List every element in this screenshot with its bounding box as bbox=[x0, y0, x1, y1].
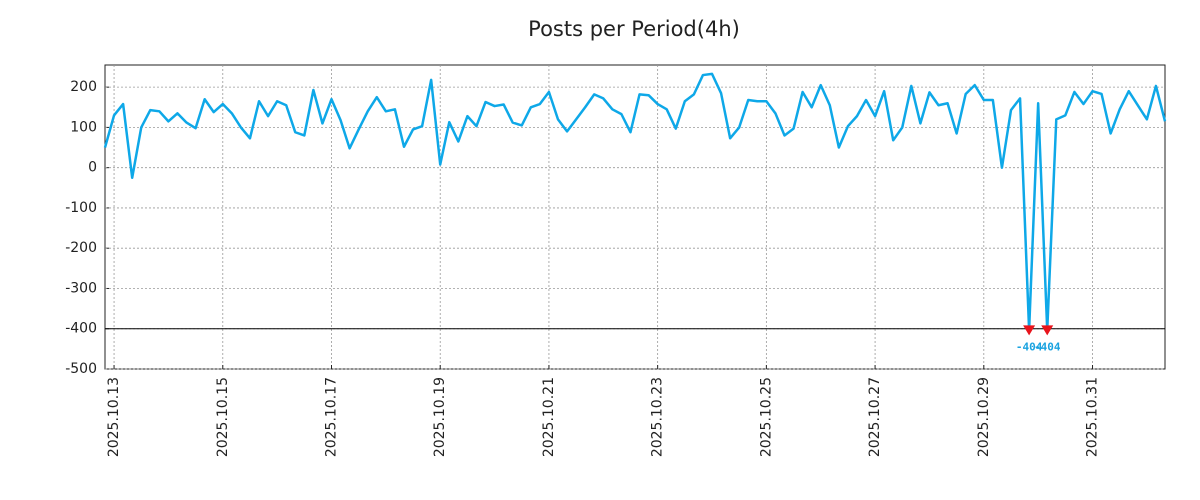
y-tick-label: 100 bbox=[70, 119, 97, 135]
x-tick-label: 2025.10.17 bbox=[323, 377, 339, 457]
y-tick-label: -500 bbox=[65, 361, 97, 377]
x-tick-label: 2025.10.19 bbox=[432, 377, 448, 457]
chart-title: Posts per Period(4h) bbox=[528, 17, 740, 41]
y-tick-label: 0 bbox=[88, 160, 97, 176]
x-tick-label: 2025.10.31 bbox=[1085, 377, 1101, 457]
x-tick-label: 2025.10.27 bbox=[867, 377, 883, 457]
y-tick-label: -400 bbox=[65, 321, 97, 337]
y-tick-label: -300 bbox=[65, 280, 97, 296]
y-tick-label: 200 bbox=[70, 79, 97, 95]
x-tick-label: 2025.10.25 bbox=[758, 377, 774, 457]
value-label: -404 bbox=[1034, 340, 1061, 353]
min-marker bbox=[1041, 325, 1054, 336]
min-marker bbox=[1023, 325, 1036, 336]
value-label: -404 bbox=[1016, 340, 1043, 353]
y-tick-label: -100 bbox=[65, 200, 97, 216]
x-tick-label: 2025.10.23 bbox=[650, 377, 666, 457]
y-tick-label: -200 bbox=[65, 240, 97, 256]
data-line bbox=[103, 72, 1167, 332]
x-tick-label: 2025.10.21 bbox=[541, 377, 557, 457]
x-tick-label: 2025.10.13 bbox=[106, 377, 122, 457]
x-tick-label: 2025.10.15 bbox=[215, 377, 231, 457]
x-tick-label: 2025.10.29 bbox=[976, 377, 992, 457]
